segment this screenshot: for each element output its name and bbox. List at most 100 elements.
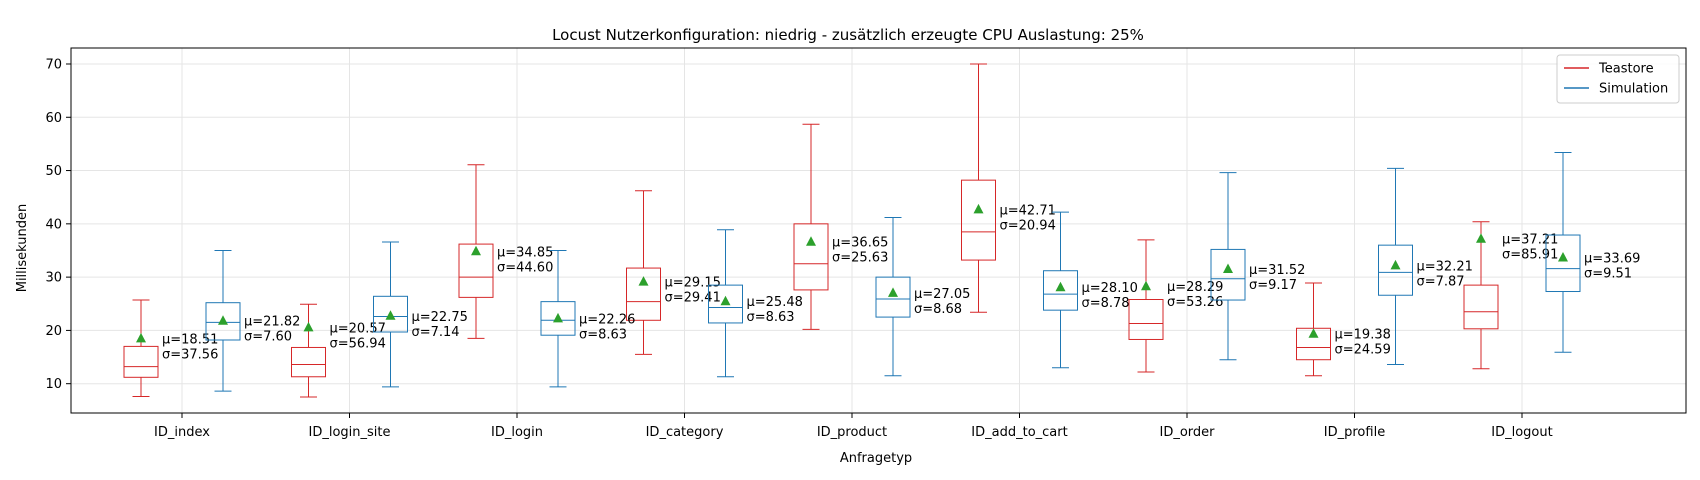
mean-label: μ=22.26 [579, 312, 635, 327]
iqr-box [205, 302, 241, 341]
iqr-box [1545, 234, 1581, 293]
box-teastore-id-product: μ=36.65σ=25.63 [793, 123, 888, 330]
mean-label: μ=34.85 [497, 245, 553, 260]
box-teastore-id-add-to-cart: μ=42.71σ=20.94 [961, 63, 1056, 313]
x-tick-label: ID_logout [1491, 425, 1552, 440]
box-simulation-id-add-to-cart: μ=28.10σ=8.78 [1043, 211, 1138, 369]
iqr-box [708, 284, 743, 324]
iqr-box [1128, 299, 1164, 340]
std-label: σ=44.60 [497, 260, 553, 275]
mean-label: μ=27.05 [914, 287, 970, 302]
mean-marker [1558, 251, 1568, 262]
mean-label: μ=32.21 [1417, 259, 1473, 274]
mean-label: μ=33.69 [1584, 251, 1640, 266]
chart-title: Locust Nutzerkonfiguration: niedrig - zu… [552, 26, 1144, 44]
mean-label: μ=25.48 [747, 295, 803, 310]
mean-marker [1055, 281, 1066, 292]
std-label: σ=7.14 [412, 325, 460, 340]
mean-marker [720, 295, 731, 306]
box-simulation-id-product: μ=27.05σ=8.68 [875, 216, 970, 377]
box-teastore-id-category: μ=29.15σ=29.41 [626, 190, 721, 355]
box-teastore-id-logout: μ=37.21σ=85.91 [1463, 221, 1558, 370]
mean-label: μ=42.71 [1000, 203, 1056, 218]
axes: 10 20 30 40 50 60 70 ID_index ID_login_site ID_lo… [45, 57, 1552, 440]
std-label: σ=20.94 [1000, 218, 1056, 233]
y-tick-label: 10 [45, 377, 62, 392]
iqr-box [1378, 244, 1413, 296]
std-label: σ=7.60 [244, 330, 292, 345]
mean-marker [638, 276, 649, 286]
std-label: σ=8.63 [747, 310, 795, 325]
std-label: σ=25.63 [832, 251, 888, 266]
x-tick-label: ID_category [646, 425, 724, 440]
mean-marker [973, 203, 984, 214]
mean-label: μ=21.82 [244, 315, 300, 330]
mean-marker [218, 315, 228, 325]
mean-marker [471, 245, 481, 256]
std-label: σ=7.87 [1417, 274, 1465, 289]
mean-marker [303, 321, 314, 332]
iqr-box [291, 346, 326, 378]
box-teastore-id-login: μ=34.85σ=44.60 [458, 164, 553, 339]
std-label: σ=8.63 [579, 327, 627, 342]
iqr-box [793, 223, 829, 291]
y-tick-label: 20 [45, 324, 62, 339]
box-simulation-id-index: μ=21.82σ=7.60 [205, 249, 300, 392]
x-tick-label: ID_login [491, 425, 543, 440]
mean-marker [1476, 233, 1486, 243]
x-axis-label: Anfragetyp [840, 451, 912, 466]
iqr-box [961, 179, 996, 261]
box-simulation-id-order: μ=31.52σ=9.17 [1210, 172, 1305, 361]
x-tick-label: ID_product [817, 425, 887, 440]
x-tick-label: ID_index [154, 425, 210, 440]
box-simulation-id-logout: μ=33.69σ=9.51 [1545, 151, 1640, 353]
mean-label: μ=22.75 [412, 310, 468, 325]
mean-label: μ=18.51 [162, 332, 218, 347]
std-label: σ=53.26 [1167, 295, 1223, 310]
mean-marker [553, 312, 563, 323]
iqr-box [626, 267, 661, 321]
std-label: σ=24.59 [1335, 343, 1391, 358]
std-label: σ=56.94 [330, 336, 386, 351]
iqr-box [123, 345, 159, 378]
mean-label: μ=20.57 [330, 321, 386, 336]
mean-marker [1141, 280, 1151, 291]
mean-marker [385, 310, 396, 320]
y-tick-label: 30 [45, 271, 62, 286]
mean-marker [1390, 259, 1401, 270]
iqr-box [1043, 270, 1078, 311]
mean-label: μ=37.21 [1502, 233, 1558, 248]
box-teastore-id-order: μ=28.29σ=53.26 [1128, 239, 1223, 373]
std-label: σ=9.17 [1249, 278, 1297, 293]
std-label: σ=9.51 [1584, 266, 1632, 281]
x-tick-label: ID_add_to_cart [971, 425, 1067, 440]
iqr-box [1210, 248, 1246, 301]
mean-label: μ=28.10 [1082, 281, 1138, 296]
iqr-box [458, 243, 494, 298]
box-simulation-id-login: μ=22.26σ=8.63 [540, 249, 635, 388]
x-tick-label: ID_profile [1324, 425, 1385, 440]
y-tick-label: 40 [45, 217, 62, 232]
box-simulation-id-profile: μ=32.21σ=7.87 [1378, 167, 1473, 366]
mean-marker [806, 236, 816, 246]
std-label: σ=85.91 [1502, 248, 1558, 263]
iqr-box [875, 276, 911, 318]
x-tick-label: ID_order [1159, 425, 1215, 440]
std-label: σ=8.78 [1082, 296, 1130, 311]
legend-box [1556, 54, 1680, 104]
iqr-box [540, 301, 576, 336]
x-tick-label: ID_login_site [309, 425, 391, 440]
legend-label-teastore: Teastore [1598, 62, 1654, 77]
plot-area-frame [70, 47, 1687, 414]
y-tick-label: 70 [45, 57, 62, 72]
std-label: σ=37.56 [162, 347, 218, 362]
std-label: σ=29.41 [665, 291, 721, 306]
y-tick-label: 60 [45, 111, 62, 126]
legend: Teastore Simulation [1556, 54, 1680, 104]
legend-label-simulation: Simulation [1599, 82, 1668, 97]
mean-marker [1308, 328, 1319, 338]
mean-label: μ=19.38 [1335, 328, 1391, 343]
box-teastore-id-index: μ=18.51σ=37.56 [123, 299, 218, 397]
mean-label: μ=29.15 [665, 276, 721, 291]
